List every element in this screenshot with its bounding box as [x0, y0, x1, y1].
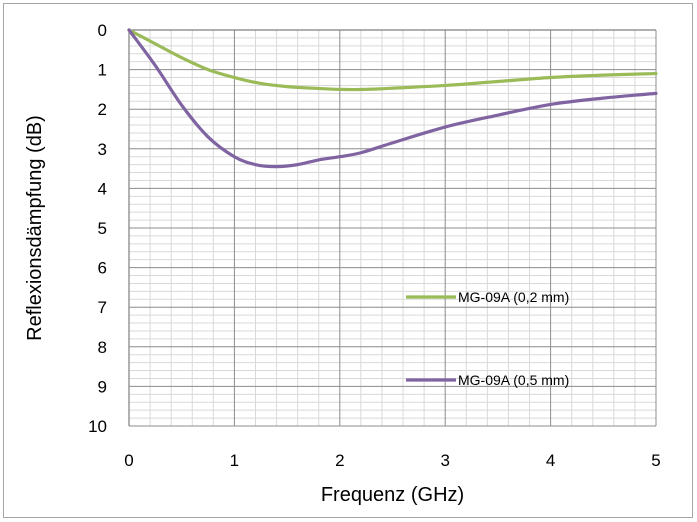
y-tick-label: 5 — [98, 219, 107, 238]
major-gridlines — [129, 30, 657, 427]
x-tick-label: 4 — [546, 451, 555, 470]
minor-gridlines — [129, 30, 656, 426]
y-tick-label: 6 — [98, 259, 107, 278]
series-line-2 — [127, 28, 658, 169]
x-tick-labels: 0 1 2 3 4 5 — [124, 451, 660, 470]
y-tick-label: 4 — [98, 179, 107, 198]
y-tick-labels: 0 1 2 3 4 5 6 7 8 9 10 — [88, 21, 107, 436]
legend-label-1: MG-09A (0,2 mm) — [458, 289, 569, 305]
y-tick-label: 2 — [98, 100, 107, 119]
x-tick-label: 5 — [651, 451, 660, 470]
y-tick-label: 1 — [98, 61, 107, 80]
y-tick-label: 0 — [98, 21, 107, 40]
x-tick-label: 2 — [335, 451, 344, 470]
legend: MG-09A (0,2 mm) MG-09A (0,5 mm) — [406, 289, 569, 388]
x-axis-title: Frequenz (GHz) — [321, 484, 464, 506]
legend-label-2: MG-09A (0,5 mm) — [458, 372, 569, 388]
x-tick-label: 3 — [440, 451, 449, 470]
y-axis-title: Reflexionsdämpfung (dB) — [24, 115, 46, 341]
axes — [128, 29, 656, 426]
x-tick-label: 0 — [124, 451, 133, 470]
y-tick-label: 3 — [98, 140, 107, 159]
x-tick-label: 1 — [230, 451, 239, 470]
series-line-1 — [127, 28, 658, 92]
y-tick-label: 7 — [98, 298, 107, 317]
y-tick-label: 8 — [98, 338, 107, 357]
y-tick-label: 10 — [88, 417, 107, 436]
series-lines — [127, 28, 658, 169]
y-tick-label: 9 — [98, 377, 107, 396]
